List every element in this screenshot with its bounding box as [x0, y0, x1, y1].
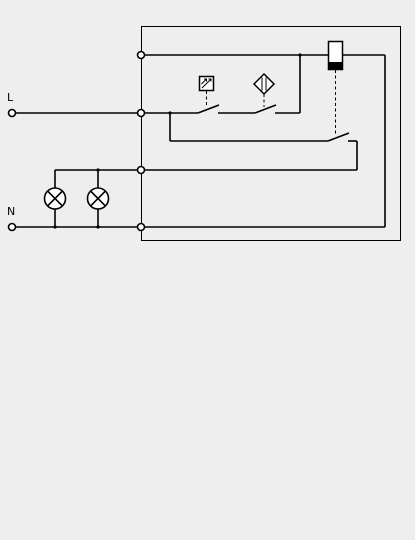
lamp-icon: [86, 187, 110, 210]
internal-wiring: [141, 53, 386, 228]
lamp-icon: [43, 187, 67, 210]
device-terminal-output: [136, 50, 146, 60]
neutral-label: N: [7, 205, 15, 218]
motion-sensor-contact: [254, 104, 277, 114]
light-sensor-icon: [198, 75, 215, 107]
relay-contact: [327, 132, 350, 142]
device-terminal-line: [136, 108, 146, 118]
device-terminal-lamp: [136, 165, 146, 175]
supply-terminal-neutral: [7, 222, 17, 232]
device-housing: [141, 26, 401, 241]
relay-coil-icon: [327, 40, 344, 135]
device-terminal-neutral: [136, 222, 146, 232]
motion-sensor-icon: [252, 72, 276, 107]
line-label: L: [7, 91, 14, 104]
light-sensor-contact: [197, 104, 220, 114]
supply-terminal-line: [7, 108, 17, 118]
